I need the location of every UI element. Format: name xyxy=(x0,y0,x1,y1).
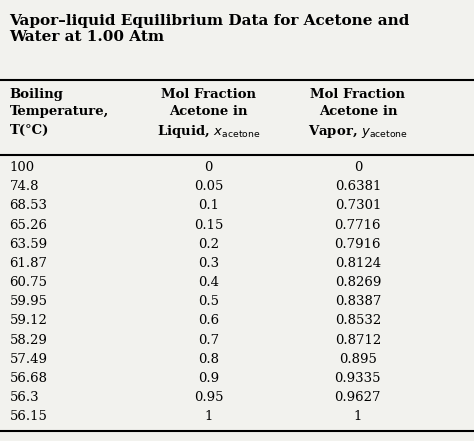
Text: 61.87: 61.87 xyxy=(9,257,47,270)
Text: 63.59: 63.59 xyxy=(9,238,47,250)
Text: Liquid, $x_{\mathrm{acetone}}$: Liquid, $x_{\mathrm{acetone}}$ xyxy=(157,123,260,141)
Text: 0.9627: 0.9627 xyxy=(335,391,381,404)
Text: Vapor–liquid Equilibrium Data for Acetone and
Water at 1.00 Atm: Vapor–liquid Equilibrium Data for Aceton… xyxy=(9,14,410,44)
Text: 0.9: 0.9 xyxy=(198,372,219,385)
Text: 60.75: 60.75 xyxy=(9,276,47,289)
Text: 0.5: 0.5 xyxy=(198,295,219,308)
Text: 0.8387: 0.8387 xyxy=(335,295,381,308)
Text: 0.7: 0.7 xyxy=(198,333,219,347)
Text: 0: 0 xyxy=(204,161,213,174)
Text: 59.12: 59.12 xyxy=(9,314,47,327)
Text: 0.2: 0.2 xyxy=(198,238,219,250)
Text: 0: 0 xyxy=(354,161,362,174)
Text: 57.49: 57.49 xyxy=(9,353,47,366)
Text: T(°C): T(°C) xyxy=(9,123,49,136)
Text: 0.05: 0.05 xyxy=(194,180,223,193)
Text: 58.29: 58.29 xyxy=(9,333,47,347)
Text: 0.8124: 0.8124 xyxy=(335,257,381,270)
Text: 0.6: 0.6 xyxy=(198,314,219,327)
Text: 0.6381: 0.6381 xyxy=(335,180,381,193)
Text: 0.1: 0.1 xyxy=(198,199,219,212)
Text: 0.95: 0.95 xyxy=(194,391,223,404)
Text: Acetone in: Acetone in xyxy=(319,105,397,118)
Text: 0.9335: 0.9335 xyxy=(335,372,381,385)
Text: 56.15: 56.15 xyxy=(9,410,47,423)
Text: Acetone in: Acetone in xyxy=(169,105,248,118)
Text: 0.8532: 0.8532 xyxy=(335,314,381,327)
Text: 65.26: 65.26 xyxy=(9,219,47,232)
Text: 0.15: 0.15 xyxy=(194,219,223,232)
Text: Vapor, $y_{\mathrm{acetone}}$: Vapor, $y_{\mathrm{acetone}}$ xyxy=(308,123,408,141)
Text: 56.68: 56.68 xyxy=(9,372,47,385)
Text: 0.7716: 0.7716 xyxy=(335,219,381,232)
Text: 0.895: 0.895 xyxy=(339,353,377,366)
Text: 0.4: 0.4 xyxy=(198,276,219,289)
Text: 0.8: 0.8 xyxy=(198,353,219,366)
Text: 56.3: 56.3 xyxy=(9,391,39,404)
Text: 1: 1 xyxy=(204,410,213,423)
Text: 68.53: 68.53 xyxy=(9,199,47,212)
Text: 74.8: 74.8 xyxy=(9,180,39,193)
Text: Mol Fraction: Mol Fraction xyxy=(161,88,256,101)
Text: Temperature,: Temperature, xyxy=(9,105,109,118)
Text: Boiling: Boiling xyxy=(9,88,64,101)
Text: 0.8269: 0.8269 xyxy=(335,276,381,289)
Text: 0.3: 0.3 xyxy=(198,257,219,270)
Text: 0.7301: 0.7301 xyxy=(335,199,381,212)
Text: 1: 1 xyxy=(354,410,362,423)
Text: 0.7916: 0.7916 xyxy=(335,238,381,250)
Text: 0.8712: 0.8712 xyxy=(335,333,381,347)
Text: 100: 100 xyxy=(9,161,35,174)
Text: Mol Fraction: Mol Fraction xyxy=(310,88,405,101)
Text: 59.95: 59.95 xyxy=(9,295,47,308)
